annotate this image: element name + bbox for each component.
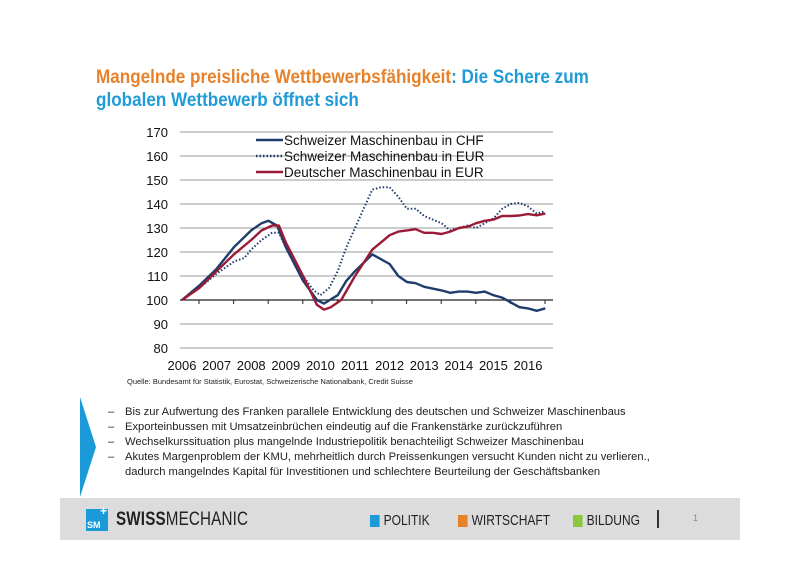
y-tick-label: 130: [146, 221, 168, 236]
nav-bildung[interactable]: BILDUNG: [573, 512, 640, 529]
y-tick-label: 120: [146, 245, 168, 260]
y-tick-label: 140: [146, 197, 168, 212]
legend-label: Schweizer Maschinenbau in CHF: [284, 133, 484, 148]
legend-label: Deutscher Maschinenbau in EUR: [284, 165, 484, 180]
slide-title: Mangelnde preisliche Wettbewerbsfähigkei…: [96, 66, 636, 112]
bullet-list: – Bis zur Aufwertung des Franken parallel…: [108, 405, 685, 480]
series-line-3: [181, 212, 546, 311]
line-chart: 80 90 100 110 120 130 140 150 160 170 2006 2007 2008…: [146, 125, 553, 373]
bullet-item: – Wechselkurssituation plus mangelnde Ind…: [108, 436, 584, 448]
footer-bar: + SM SWISSMECHANIC POLITIK WIRTSCHAFT BI…: [60, 498, 740, 540]
y-tick-label: 100: [146, 293, 168, 308]
chart-source: Quelle: Bundesamt für Statistik, Eurosta…: [127, 377, 413, 386]
page-number: 1: [693, 513, 699, 523]
separator: [657, 510, 659, 528]
x-tick-label: 2011: [341, 358, 369, 373]
x-tick-label: 2016: [514, 358, 543, 373]
x-tick-label: 2010: [306, 358, 335, 373]
x-tick-label: 2015: [479, 358, 508, 373]
y-tick-label: 150: [146, 173, 168, 188]
x-tick-label: 2013: [410, 358, 439, 373]
bullet-item: – Exporteinbussen mit Umsatzeinbrüchen ei…: [108, 421, 563, 433]
y-tick-label: 90: [154, 317, 168, 332]
bullet-item: – Akutes Margenproblem der KMU, mehrheitl…: [108, 451, 650, 478]
title-highlight: Mangelnde preisliche Wettbewerbsfähigkei…: [96, 67, 452, 88]
book-icon: [573, 514, 583, 527]
swissmechanic-logo: + SM: [86, 504, 108, 531]
bullet-item: – Bis zur Aufwertung des Franken parallel…: [108, 406, 626, 418]
legend-label: Schweizer Maschinenbau in EUR: [284, 149, 485, 164]
x-tick-label: 2009: [271, 358, 300, 373]
y-tick-label: 160: [146, 149, 168, 164]
arrow-icon: [80, 397, 96, 497]
x-tick-label: 2014: [444, 358, 473, 373]
nav-wirtschaft[interactable]: WIRTSCHAFT: [458, 512, 550, 529]
x-tick-label: 2012: [375, 358, 404, 373]
x-tick-label: 2006: [168, 358, 197, 373]
person-icon: [370, 514, 380, 527]
series-line-1: [181, 219, 546, 312]
x-tick-label: 2007: [202, 358, 231, 373]
y-tick-label: 110: [147, 269, 168, 284]
y-tick-label: 80: [154, 341, 168, 356]
bar-chart-icon: [458, 514, 468, 527]
brand-name: SWISSMECHANIC: [116, 509, 249, 530]
nav-politik[interactable]: POLITIK: [370, 512, 430, 529]
title-rest: : Die Schere zum globalen Wettbewerb öff…: [96, 67, 589, 111]
cross-icon: +: [100, 504, 108, 518]
x-tick-label: 2008: [237, 358, 266, 373]
y-tick-label: 170: [146, 125, 168, 140]
